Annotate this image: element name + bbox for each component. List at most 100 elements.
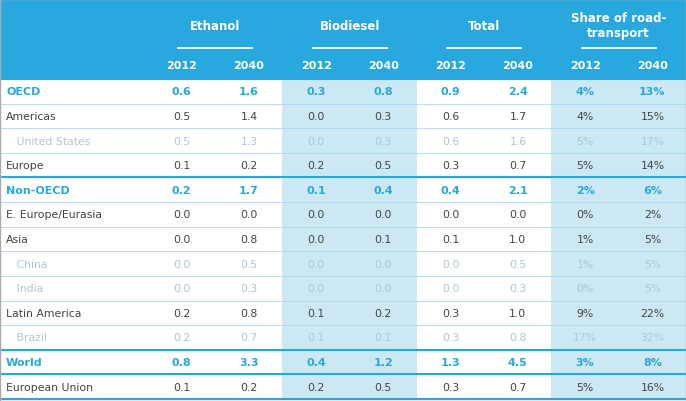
Text: 15%: 15% xyxy=(640,111,665,122)
Text: 1%: 1% xyxy=(576,235,594,244)
Text: 0.8: 0.8 xyxy=(240,308,257,318)
Text: 0.0: 0.0 xyxy=(375,284,392,294)
Text: 0.5: 0.5 xyxy=(173,111,190,122)
Text: 0.2: 0.2 xyxy=(173,333,190,342)
Text: Ethanol: Ethanol xyxy=(190,20,240,32)
Text: 0.2: 0.2 xyxy=(240,382,257,392)
Text: Biodiesel: Biodiesel xyxy=(320,20,380,32)
Bar xyxy=(552,276,686,301)
Text: 3%: 3% xyxy=(576,357,595,367)
Text: 0.0: 0.0 xyxy=(442,259,460,269)
Bar xyxy=(0,227,686,252)
Text: 17%: 17% xyxy=(640,136,665,146)
Bar xyxy=(0,252,686,276)
Bar xyxy=(283,154,417,178)
Text: 0.2: 0.2 xyxy=(307,161,324,171)
Bar xyxy=(0,325,686,350)
Bar xyxy=(0,350,686,375)
Text: 13%: 13% xyxy=(639,87,665,97)
Text: 1.2: 1.2 xyxy=(373,357,393,367)
Text: Americas: Americas xyxy=(6,111,57,122)
Bar xyxy=(552,104,686,129)
Text: 0%: 0% xyxy=(576,210,594,220)
Text: 0.3: 0.3 xyxy=(442,161,459,171)
Text: 0.6: 0.6 xyxy=(172,87,191,97)
Bar xyxy=(283,276,417,301)
Text: 0.7: 0.7 xyxy=(509,382,526,392)
Bar xyxy=(0,154,686,178)
Text: 9%: 9% xyxy=(576,308,594,318)
Text: 5%: 5% xyxy=(576,136,594,146)
Text: 0.0: 0.0 xyxy=(307,284,324,294)
Text: 0.3: 0.3 xyxy=(442,333,459,342)
Text: 0.3: 0.3 xyxy=(375,136,392,146)
Text: 0.3: 0.3 xyxy=(442,382,459,392)
Text: 17%: 17% xyxy=(573,333,598,342)
Text: World: World xyxy=(6,357,43,367)
Text: 32%: 32% xyxy=(640,333,665,342)
Text: 0.4: 0.4 xyxy=(440,185,460,195)
Text: Asia: Asia xyxy=(6,235,29,244)
Text: Total: Total xyxy=(468,20,500,32)
Text: 0.5: 0.5 xyxy=(509,259,526,269)
Text: 5%: 5% xyxy=(576,382,594,392)
Bar xyxy=(0,203,686,227)
Text: 0.0: 0.0 xyxy=(173,210,190,220)
Text: 0.0: 0.0 xyxy=(173,235,190,244)
Text: 0.0: 0.0 xyxy=(173,284,190,294)
Text: 4.5: 4.5 xyxy=(508,357,528,367)
Text: 0.8: 0.8 xyxy=(374,87,393,97)
Text: OECD: OECD xyxy=(6,87,40,97)
Text: 0.5: 0.5 xyxy=(375,161,392,171)
Text: 2040: 2040 xyxy=(502,61,533,71)
Text: E. Europe/Eurasia: E. Europe/Eurasia xyxy=(6,210,102,220)
Text: 2.1: 2.1 xyxy=(508,185,528,195)
Text: 0.2: 0.2 xyxy=(307,382,324,392)
Text: 1.3: 1.3 xyxy=(240,136,257,146)
Bar xyxy=(552,203,686,227)
Text: 1.3: 1.3 xyxy=(441,357,460,367)
Bar xyxy=(0,301,686,325)
Bar xyxy=(283,252,417,276)
Bar xyxy=(0,104,686,129)
Text: 0%: 0% xyxy=(576,284,594,294)
Text: 0.0: 0.0 xyxy=(173,259,190,269)
Text: 0.6: 0.6 xyxy=(442,111,459,122)
Bar xyxy=(0,80,686,104)
Text: 0.1: 0.1 xyxy=(375,333,392,342)
Text: 0.0: 0.0 xyxy=(240,210,257,220)
Text: India: India xyxy=(6,284,43,294)
Text: 0.3: 0.3 xyxy=(442,308,459,318)
Text: 8%: 8% xyxy=(643,357,662,367)
Text: Brazil: Brazil xyxy=(6,333,47,342)
Bar xyxy=(283,178,417,203)
Text: 5%: 5% xyxy=(576,161,594,171)
Text: 1.7: 1.7 xyxy=(239,185,259,195)
Text: 1.6: 1.6 xyxy=(509,136,526,146)
Text: 2%: 2% xyxy=(643,210,661,220)
Bar xyxy=(552,178,686,203)
Text: Share of road-
transport: Share of road- transport xyxy=(571,12,666,40)
Text: China: China xyxy=(6,259,47,269)
Bar xyxy=(552,375,686,399)
Text: 5%: 5% xyxy=(643,235,661,244)
Text: 0.0: 0.0 xyxy=(307,210,324,220)
Text: 6%: 6% xyxy=(643,185,662,195)
Text: 4%: 4% xyxy=(576,87,595,97)
Text: 0.1: 0.1 xyxy=(173,382,190,392)
Text: 3.3: 3.3 xyxy=(239,357,259,367)
Text: 5%: 5% xyxy=(643,284,661,294)
Text: 0.1: 0.1 xyxy=(307,185,326,195)
Text: 0.8: 0.8 xyxy=(240,235,257,244)
Text: 0.0: 0.0 xyxy=(442,210,460,220)
Text: 5%: 5% xyxy=(643,259,661,269)
Bar xyxy=(283,104,417,129)
Bar xyxy=(283,375,417,399)
Text: 0.1: 0.1 xyxy=(173,161,190,171)
Text: 1.7: 1.7 xyxy=(509,111,526,122)
Bar xyxy=(552,252,686,276)
Text: 0.8: 0.8 xyxy=(509,333,526,342)
Text: 0.1: 0.1 xyxy=(307,308,324,318)
Text: 0.1: 0.1 xyxy=(442,235,459,244)
Text: 2040: 2040 xyxy=(368,61,399,71)
